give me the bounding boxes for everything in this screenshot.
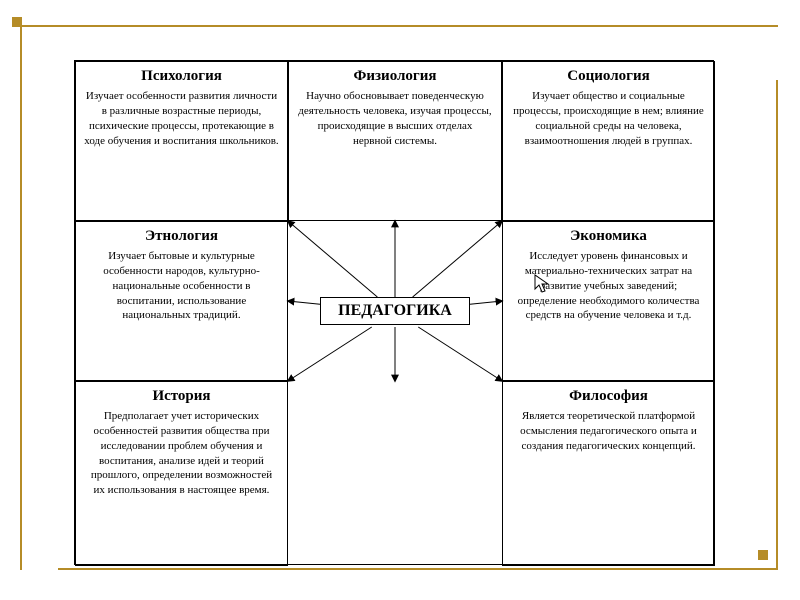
cell-desc: Изучает бытовые и культурные особенности… bbox=[84, 249, 279, 323]
cell-этнология: Этнология Изучает бытовые и культурные ос… bbox=[75, 221, 288, 381]
cell-desc: Изучает общество и социальные процессы, … bbox=[511, 89, 706, 148]
center-label: ПЕДАГОГИКА bbox=[320, 297, 470, 325]
cell-title: Философия bbox=[511, 388, 706, 405]
cell-desc: Является теоретической платформой осмысл… bbox=[511, 409, 706, 454]
cell-title: Социология bbox=[511, 68, 706, 85]
cell-история: История Предполагает учет исторических ос… bbox=[75, 381, 288, 566]
cell-title: Психология bbox=[84, 68, 279, 85]
cell-desc: Исследует уровень финансовых и материаль… bbox=[511, 249, 706, 323]
cell-физиология: Физиология Научно обосновывает поведенчес… bbox=[288, 61, 502, 221]
cell-title: Физиология bbox=[297, 68, 493, 85]
cell-desc: Изучает особенности развития личности в … bbox=[84, 89, 279, 148]
cell-desc: Предполагает учет исторических особеннос… bbox=[84, 409, 279, 498]
cell-title: История bbox=[84, 388, 279, 405]
cell-экономика: Экономика Исследует уровень финансовых и … bbox=[502, 221, 715, 381]
cell-desc: Научно обосновывает поведенческую деятел… bbox=[297, 89, 493, 148]
cell-title: Экономика bbox=[511, 228, 706, 245]
pedagogy-diagram: ПЕДАГОГИКА Психология Изучает особенности… bbox=[74, 60, 714, 565]
cell-философия: Философия Является теоретической платформ… bbox=[502, 381, 715, 566]
cell-title: Этнология bbox=[84, 228, 279, 245]
cell-социология: Социология Изучает общество и социальные … bbox=[502, 61, 715, 221]
cell-психология: Психология Изучает особенности развития л… bbox=[75, 61, 288, 221]
